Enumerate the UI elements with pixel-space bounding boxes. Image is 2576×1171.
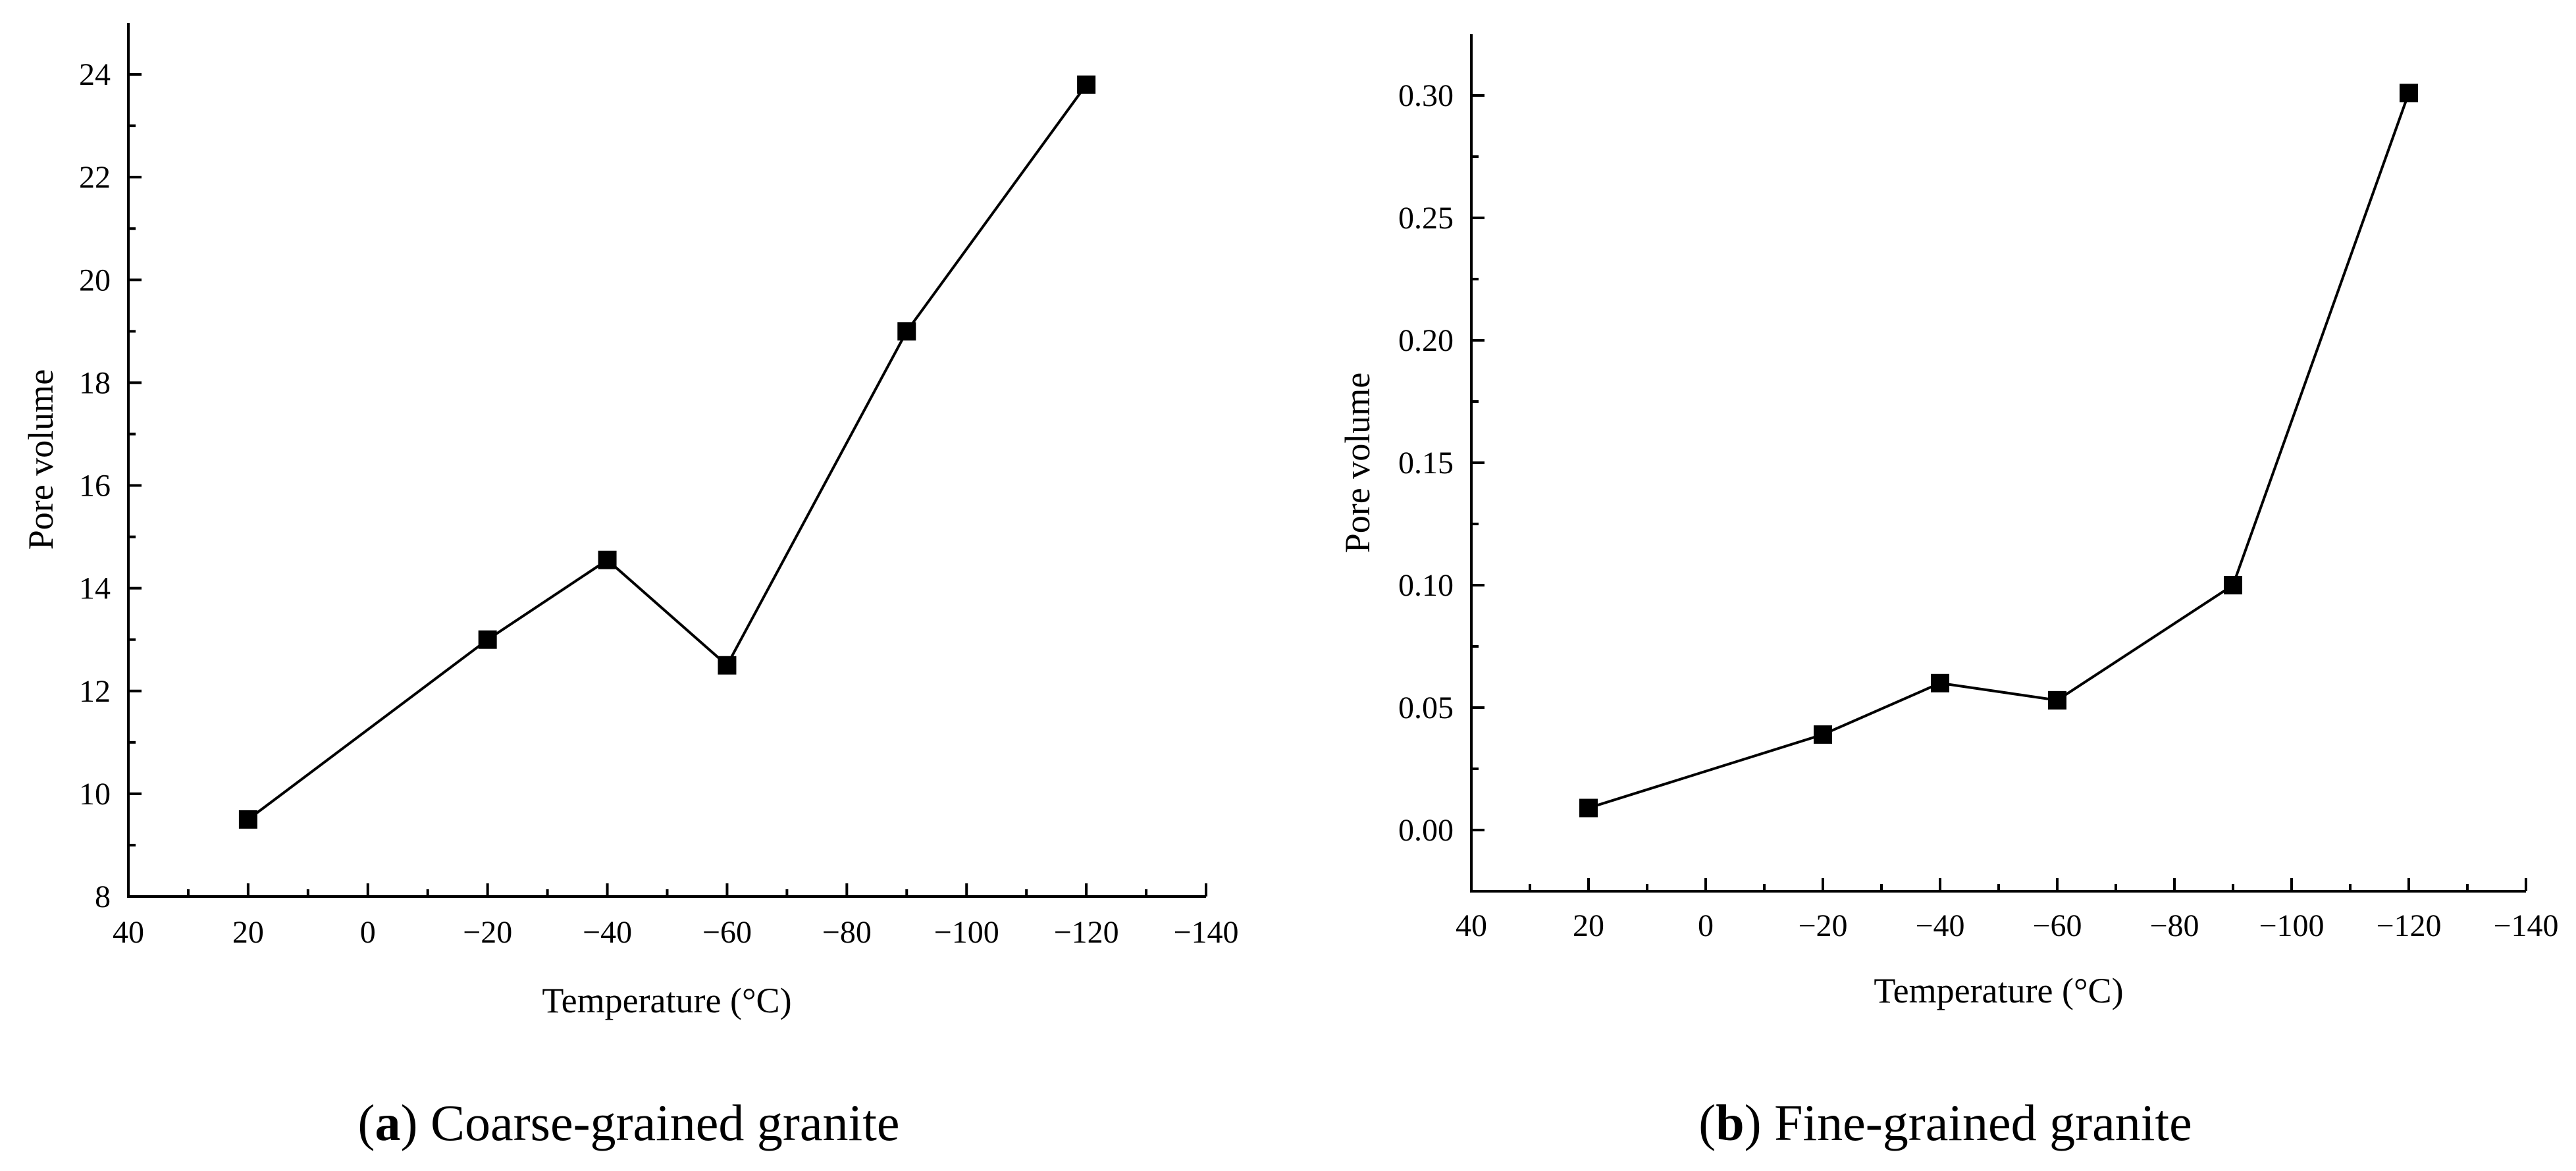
y-tick-label: 0.20 [1398,323,1454,358]
y-axis-title: Pore volume [1338,373,1377,553]
data-point-marker [478,630,497,649]
data-point-marker [718,656,737,675]
x-tick-label: 0 [360,915,376,950]
y-tick-label: 10 [79,777,111,812]
x-axis-tick-labels: 40 20 0 −20 −40 −60 −80 −100 −120 −140 [1456,908,2559,943]
y-axis-tick-labels: 0.00 0.05 0.10 0.15 0.20 0.25 0.30 [1398,78,1454,848]
x-tick-label: −140 [2493,908,2558,943]
caption-text: Coarse-grained granite [417,1094,899,1151]
y-tick-label: 0.05 [1398,690,1454,725]
x-tick-label: −40 [1915,908,1964,943]
caption-text: Fine-grained granite [1762,1094,2192,1151]
y-axis-ticks [1471,94,1485,831]
y-tick-label: 20 [79,263,111,298]
x-axis-ticks [127,883,1207,897]
y-tick-label: 14 [79,571,111,606]
x-tick-label: −120 [1054,915,1119,950]
data-point-marker [2400,84,2418,103]
x-tick-label: −20 [1798,908,1847,943]
chart-panel-fine-grained: 40 20 0 −20 −40 −60 −80 −100 −120 −140 0.000.050.… [1338,34,2559,1151]
data-point-marker [1077,75,1096,94]
x-tick-label: −140 [1173,915,1238,950]
series-line [1588,92,2410,810]
data-point-marker [2048,690,2066,710]
y-axis-ticks [128,73,142,898]
x-axis-title: Temperature (°C) [542,981,791,1020]
data-point-marker [238,810,257,829]
x-tick-label: −20 [463,915,512,950]
figure-caption: (b) Fine-grained granite [1698,1094,2192,1151]
x-tick-label: −120 [2376,908,2441,943]
x-tick-label: −60 [702,915,752,950]
data-point-marker [1931,673,1949,692]
y-tick-label: 18 [79,365,111,400]
data-point-marker [1814,725,1832,744]
x-tick-label: 0 [1698,908,1714,943]
figure-caption: (a) Coarse-grained granite [358,1094,900,1151]
x-tick-label: 20 [232,915,264,950]
y-tick-label: 0.30 [1398,78,1454,113]
x-tick-label: −100 [934,915,999,950]
y-tick-label: 24 [79,57,111,92]
y-tick-label: 0.15 [1398,446,1454,481]
y-tick-label: 8 [95,879,111,914]
data-point-marker [598,550,617,569]
data-point-marker [1579,798,1598,818]
y-tick-label: 22 [79,160,111,195]
series-line [247,84,1088,821]
x-tick-label: −60 [2032,908,2082,943]
x-axis-title: Temperature (°C) [1874,971,2123,1010]
y-tick-label: 0.25 [1398,201,1454,236]
axes-frame [1470,34,2526,893]
x-tick-label: 20 [1573,908,1604,943]
x-tick-label: 40 [1456,908,1487,943]
y-tick-label: 0.10 [1398,568,1454,603]
panel-label: a [375,1094,400,1151]
data-series [1579,84,2418,818]
data-series [238,75,1096,829]
x-tick-label: −80 [2149,908,2199,943]
data-point-marker [897,322,916,341]
y-axis-tick-labels: 8 10 12 14 16 18 20 22 24 [79,57,111,914]
y-tick-label: 12 [79,674,111,709]
x-tick-label: −100 [2259,908,2324,943]
panel-label: b [1716,1094,1744,1151]
x-axis-tick-labels: 40 20 0 −20 −40 −60 −80 −100 −120 −140 [113,915,1239,950]
y-tick-label: 16 [79,469,111,504]
x-tick-label: 40 [113,915,144,950]
y-tick-label: 0.00 [1398,813,1454,848]
chart-panel-coarse-grained: 40 20 0 −20 −40 −60 −80 −100 −120 −140 8 10 12 14 16 1… [21,23,1239,1151]
data-point-marker [2224,576,2242,594]
y-axis-title: Pore volume [21,369,61,550]
x-axis-ticks [1470,878,2527,891]
x-tick-label: −80 [822,915,872,950]
axes-frame [127,23,1206,898]
x-tick-label: −40 [583,915,632,950]
